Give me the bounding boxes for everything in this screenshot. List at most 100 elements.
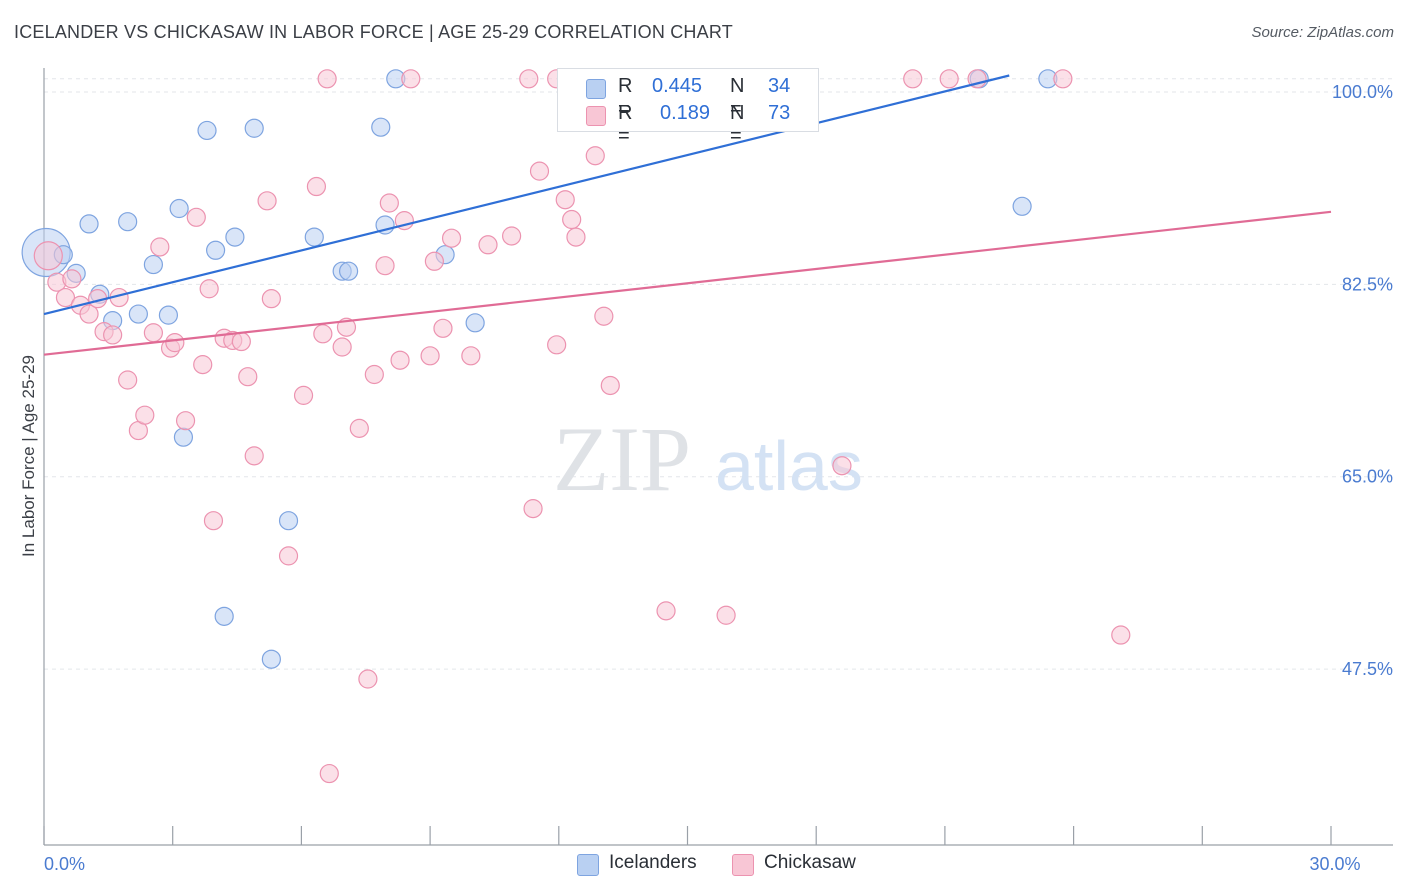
chickasaw-point bbox=[903, 69, 923, 89]
chickasaw-point bbox=[317, 69, 337, 89]
legend-label-chickasaw: Chickasaw bbox=[764, 852, 856, 873]
icelanders-point bbox=[1012, 196, 1032, 216]
chickasaw-point bbox=[523, 499, 543, 519]
chickasaw-point bbox=[461, 346, 481, 366]
chickasaw-point bbox=[364, 364, 384, 385]
icelanders-point bbox=[169, 198, 189, 219]
chickasaw-point bbox=[1053, 69, 1073, 89]
icelanders-point bbox=[304, 227, 324, 247]
stats-legend: R = 0.445 N = 34 R = 0.189 N = 73 bbox=[557, 68, 819, 147]
icelanders-legend-swatch bbox=[577, 854, 599, 876]
source-credit: Source: ZipAtlas.com bbox=[1251, 24, 1394, 41]
legend-label-icelanders: Icelanders bbox=[609, 852, 697, 873]
chickasaw-point bbox=[441, 228, 462, 248]
chickasaw-point bbox=[55, 287, 76, 308]
chickasaw-point bbox=[529, 161, 550, 181]
chickasaw-legend-swatch bbox=[732, 854, 754, 876]
icelanders-trend-line bbox=[43, 74, 1010, 316]
y-tick-label: 47.5% bbox=[1342, 659, 1393, 679]
icelanders-point bbox=[214, 606, 234, 626]
chickasaw-point bbox=[244, 446, 264, 466]
chickasaw-point bbox=[33, 241, 63, 271]
chickasaw-point bbox=[716, 605, 736, 625]
n-label: N = bbox=[730, 75, 745, 120]
chickasaw-point bbox=[278, 546, 299, 566]
chickasaw-point bbox=[566, 227, 586, 247]
chickasaw-point bbox=[238, 367, 258, 387]
chickasaw-point bbox=[306, 176, 327, 197]
watermark: ZIP atlas bbox=[553, 408, 863, 510]
icelanders-point bbox=[79, 214, 99, 234]
y-axis-label: In Labor Force | Age 25-29 bbox=[19, 355, 38, 557]
icelanders-point bbox=[118, 212, 138, 232]
x-tick-label: 30.0% bbox=[1309, 854, 1360, 874]
chickasaw-point bbox=[519, 69, 539, 89]
r-label: R = bbox=[618, 102, 633, 147]
r-value-icelanders: 0.445 bbox=[652, 75, 703, 97]
n-value-icelanders: 34 bbox=[768, 75, 791, 97]
chickasaw-point bbox=[433, 318, 453, 338]
icelanders-point bbox=[225, 227, 245, 247]
icelanders-point bbox=[143, 254, 163, 275]
n-label: N = bbox=[730, 102, 745, 147]
chickasaw-point bbox=[118, 370, 138, 390]
chickasaw-point bbox=[424, 251, 444, 271]
icelanders-swatch bbox=[586, 79, 606, 99]
chickasaw-point bbox=[390, 350, 410, 370]
chickasaw-point bbox=[401, 69, 421, 89]
icelanders-point bbox=[465, 313, 485, 333]
icelanders-point bbox=[197, 120, 217, 141]
n-value-chickasaw: 73 bbox=[768, 102, 791, 124]
chickasaw-point bbox=[332, 337, 352, 357]
chickasaw-point bbox=[150, 237, 170, 257]
chickasaw-point bbox=[478, 235, 498, 255]
chickasaw-point bbox=[502, 226, 522, 246]
icelanders-point bbox=[338, 261, 359, 281]
icelanders-point bbox=[244, 118, 264, 138]
trend-lines bbox=[43, 74, 1332, 356]
r-label: R = bbox=[618, 75, 633, 120]
icelanders-point bbox=[278, 511, 299, 531]
icelanders-point bbox=[128, 304, 148, 324]
chickasaw-point bbox=[313, 324, 333, 344]
chickasaw-swatch bbox=[586, 106, 606, 126]
tick-labels: 100.0% 82.5% 65.0% 47.5% 0.0% 30.0% bbox=[44, 82, 1393, 874]
chickasaw-point bbox=[358, 669, 378, 689]
y-tick-label: 82.5% bbox=[1342, 274, 1393, 294]
chickasaw-point bbox=[562, 209, 582, 230]
chickasaw-point bbox=[293, 385, 314, 405]
r-value-chickasaw: 0.189 bbox=[660, 102, 711, 124]
y-tick-label: 100.0% bbox=[1332, 82, 1393, 102]
chickasaw-point bbox=[143, 323, 163, 343]
chickasaw-point bbox=[165, 333, 185, 353]
icelanders-point bbox=[371, 117, 391, 137]
chickasaw-point bbox=[547, 335, 567, 355]
chickasaw-point bbox=[585, 146, 605, 166]
chickasaw-point bbox=[103, 325, 123, 345]
chart-title: ICELANDER VS CHICKASAW IN LABOR FORCE | … bbox=[14, 22, 733, 42]
y-tick-label: 65.0% bbox=[1342, 467, 1393, 487]
chickasaw-point bbox=[420, 346, 440, 366]
chickasaw-point bbox=[600, 375, 620, 396]
icelanders-point bbox=[158, 305, 179, 325]
chickasaw-point bbox=[79, 304, 99, 324]
chickasaw-point bbox=[257, 191, 277, 211]
chickasaw-point bbox=[175, 411, 196, 431]
chickasaw-point bbox=[832, 456, 852, 476]
chickasaw-point bbox=[379, 193, 399, 213]
icelanders-point bbox=[261, 649, 281, 669]
icelanders-point bbox=[173, 427, 194, 447]
icelanders-point bbox=[206, 240, 226, 260]
watermark-zip: ZIP bbox=[553, 408, 691, 510]
chickasaw-point bbox=[186, 207, 206, 227]
chickasaw-point bbox=[375, 256, 395, 276]
chickasaw-point bbox=[319, 763, 339, 784]
chickasaw-point bbox=[199, 279, 219, 299]
chickasaw-point bbox=[62, 269, 82, 289]
chickasaw-point bbox=[594, 306, 614, 326]
chickasaw-point bbox=[231, 331, 251, 352]
chickasaw-trend-line bbox=[43, 210, 1332, 356]
chickasaw-point bbox=[135, 405, 155, 425]
chickasaw-point bbox=[203, 511, 224, 531]
